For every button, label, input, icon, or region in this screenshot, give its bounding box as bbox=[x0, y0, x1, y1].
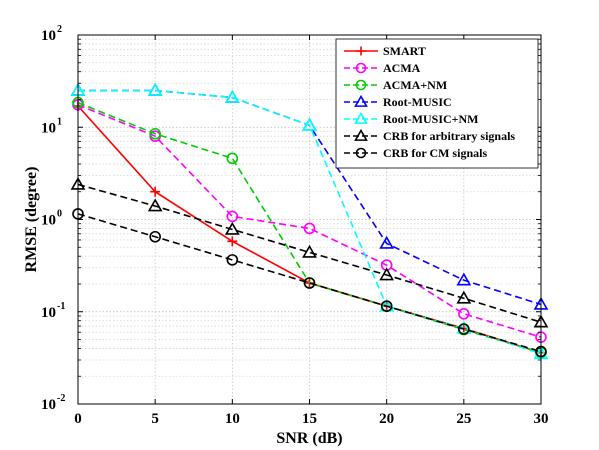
y-tick-label: 10 bbox=[41, 397, 56, 413]
circle-marker bbox=[226, 210, 239, 223]
circle-marker bbox=[149, 127, 161, 140]
y-tick-exponent: 0 bbox=[57, 209, 62, 220]
circle-marker bbox=[149, 230, 161, 243]
legend: SMART ACMA ACMA+NM Root-MUSIC Root-MUSIC+NM C… bbox=[335, 38, 539, 169]
series-line bbox=[78, 89, 542, 355]
x-tick-label: 0 bbox=[74, 411, 82, 427]
legend-label: CRB for arbitrary signals bbox=[383, 129, 515, 143]
y-tick-label: 10 bbox=[41, 305, 56, 321]
triangle-marker bbox=[379, 267, 395, 281]
legend-label: Root-MUSIC+NM bbox=[383, 112, 479, 126]
triangle-marker bbox=[224, 221, 240, 235]
triangle-marker bbox=[354, 111, 368, 124]
triangle-marker bbox=[224, 89, 240, 103]
triangle-marker bbox=[302, 117, 317, 131]
circle-marker bbox=[226, 254, 239, 266]
triangle-marker bbox=[147, 198, 163, 212]
plus-marker bbox=[356, 46, 366, 56]
series-line bbox=[77, 101, 542, 354]
circle-marker bbox=[355, 62, 367, 74]
triangle-marker bbox=[354, 128, 368, 141]
triangle-marker bbox=[456, 272, 472, 286]
legend-label: ACMA+NM bbox=[383, 78, 447, 92]
y-tick-exponent: -1 bbox=[57, 301, 65, 312]
triangle-marker bbox=[379, 235, 395, 249]
circle-marker bbox=[458, 308, 470, 320]
x-axis-label: SNR (dB) bbox=[276, 430, 342, 447]
legend-box bbox=[335, 38, 539, 169]
triangle-marker bbox=[147, 82, 163, 96]
circle-marker bbox=[458, 323, 470, 335]
legend-label: CRB for CM signals bbox=[383, 146, 487, 160]
legend-label: ACMA bbox=[383, 61, 421, 75]
circle-marker bbox=[355, 79, 367, 91]
y-tick-label: 10 bbox=[41, 120, 56, 136]
x-tick-label: 15 bbox=[302, 411, 317, 427]
series-6 bbox=[72, 208, 547, 358]
series-line bbox=[77, 104, 542, 338]
series-line bbox=[77, 213, 542, 353]
y-tick-exponent: 1 bbox=[57, 116, 62, 127]
y-axis-label: RMSE (degree) bbox=[23, 167, 40, 273]
x-tick-label: 30 bbox=[534, 411, 549, 427]
plus-marker bbox=[150, 186, 161, 197]
y-tick-label: 10 bbox=[41, 28, 56, 44]
x-tick-label: 10 bbox=[225, 411, 240, 427]
y-tick-exponent: 2 bbox=[57, 24, 62, 35]
circle-marker bbox=[355, 147, 367, 159]
circle-marker bbox=[380, 300, 393, 312]
x-tick-label: 20 bbox=[379, 411, 394, 427]
circle-marker bbox=[303, 222, 316, 235]
plus-marker bbox=[227, 236, 238, 247]
x-tick-label: 25 bbox=[456, 411, 471, 427]
series-layer bbox=[70, 82, 549, 360]
circle-marker bbox=[226, 152, 239, 165]
triangle-marker bbox=[302, 244, 317, 258]
legend-label: Root-MUSIC bbox=[383, 95, 452, 109]
triangle-marker bbox=[456, 290, 472, 304]
y-tick-label: 10 bbox=[41, 213, 56, 229]
x-tick-label: 5 bbox=[151, 411, 159, 427]
series-line bbox=[77, 183, 542, 323]
triangle-marker bbox=[354, 94, 368, 107]
y-tick-exponent: -2 bbox=[57, 393, 65, 404]
circle-marker bbox=[303, 277, 316, 289]
legend-label: SMART bbox=[383, 44, 426, 58]
